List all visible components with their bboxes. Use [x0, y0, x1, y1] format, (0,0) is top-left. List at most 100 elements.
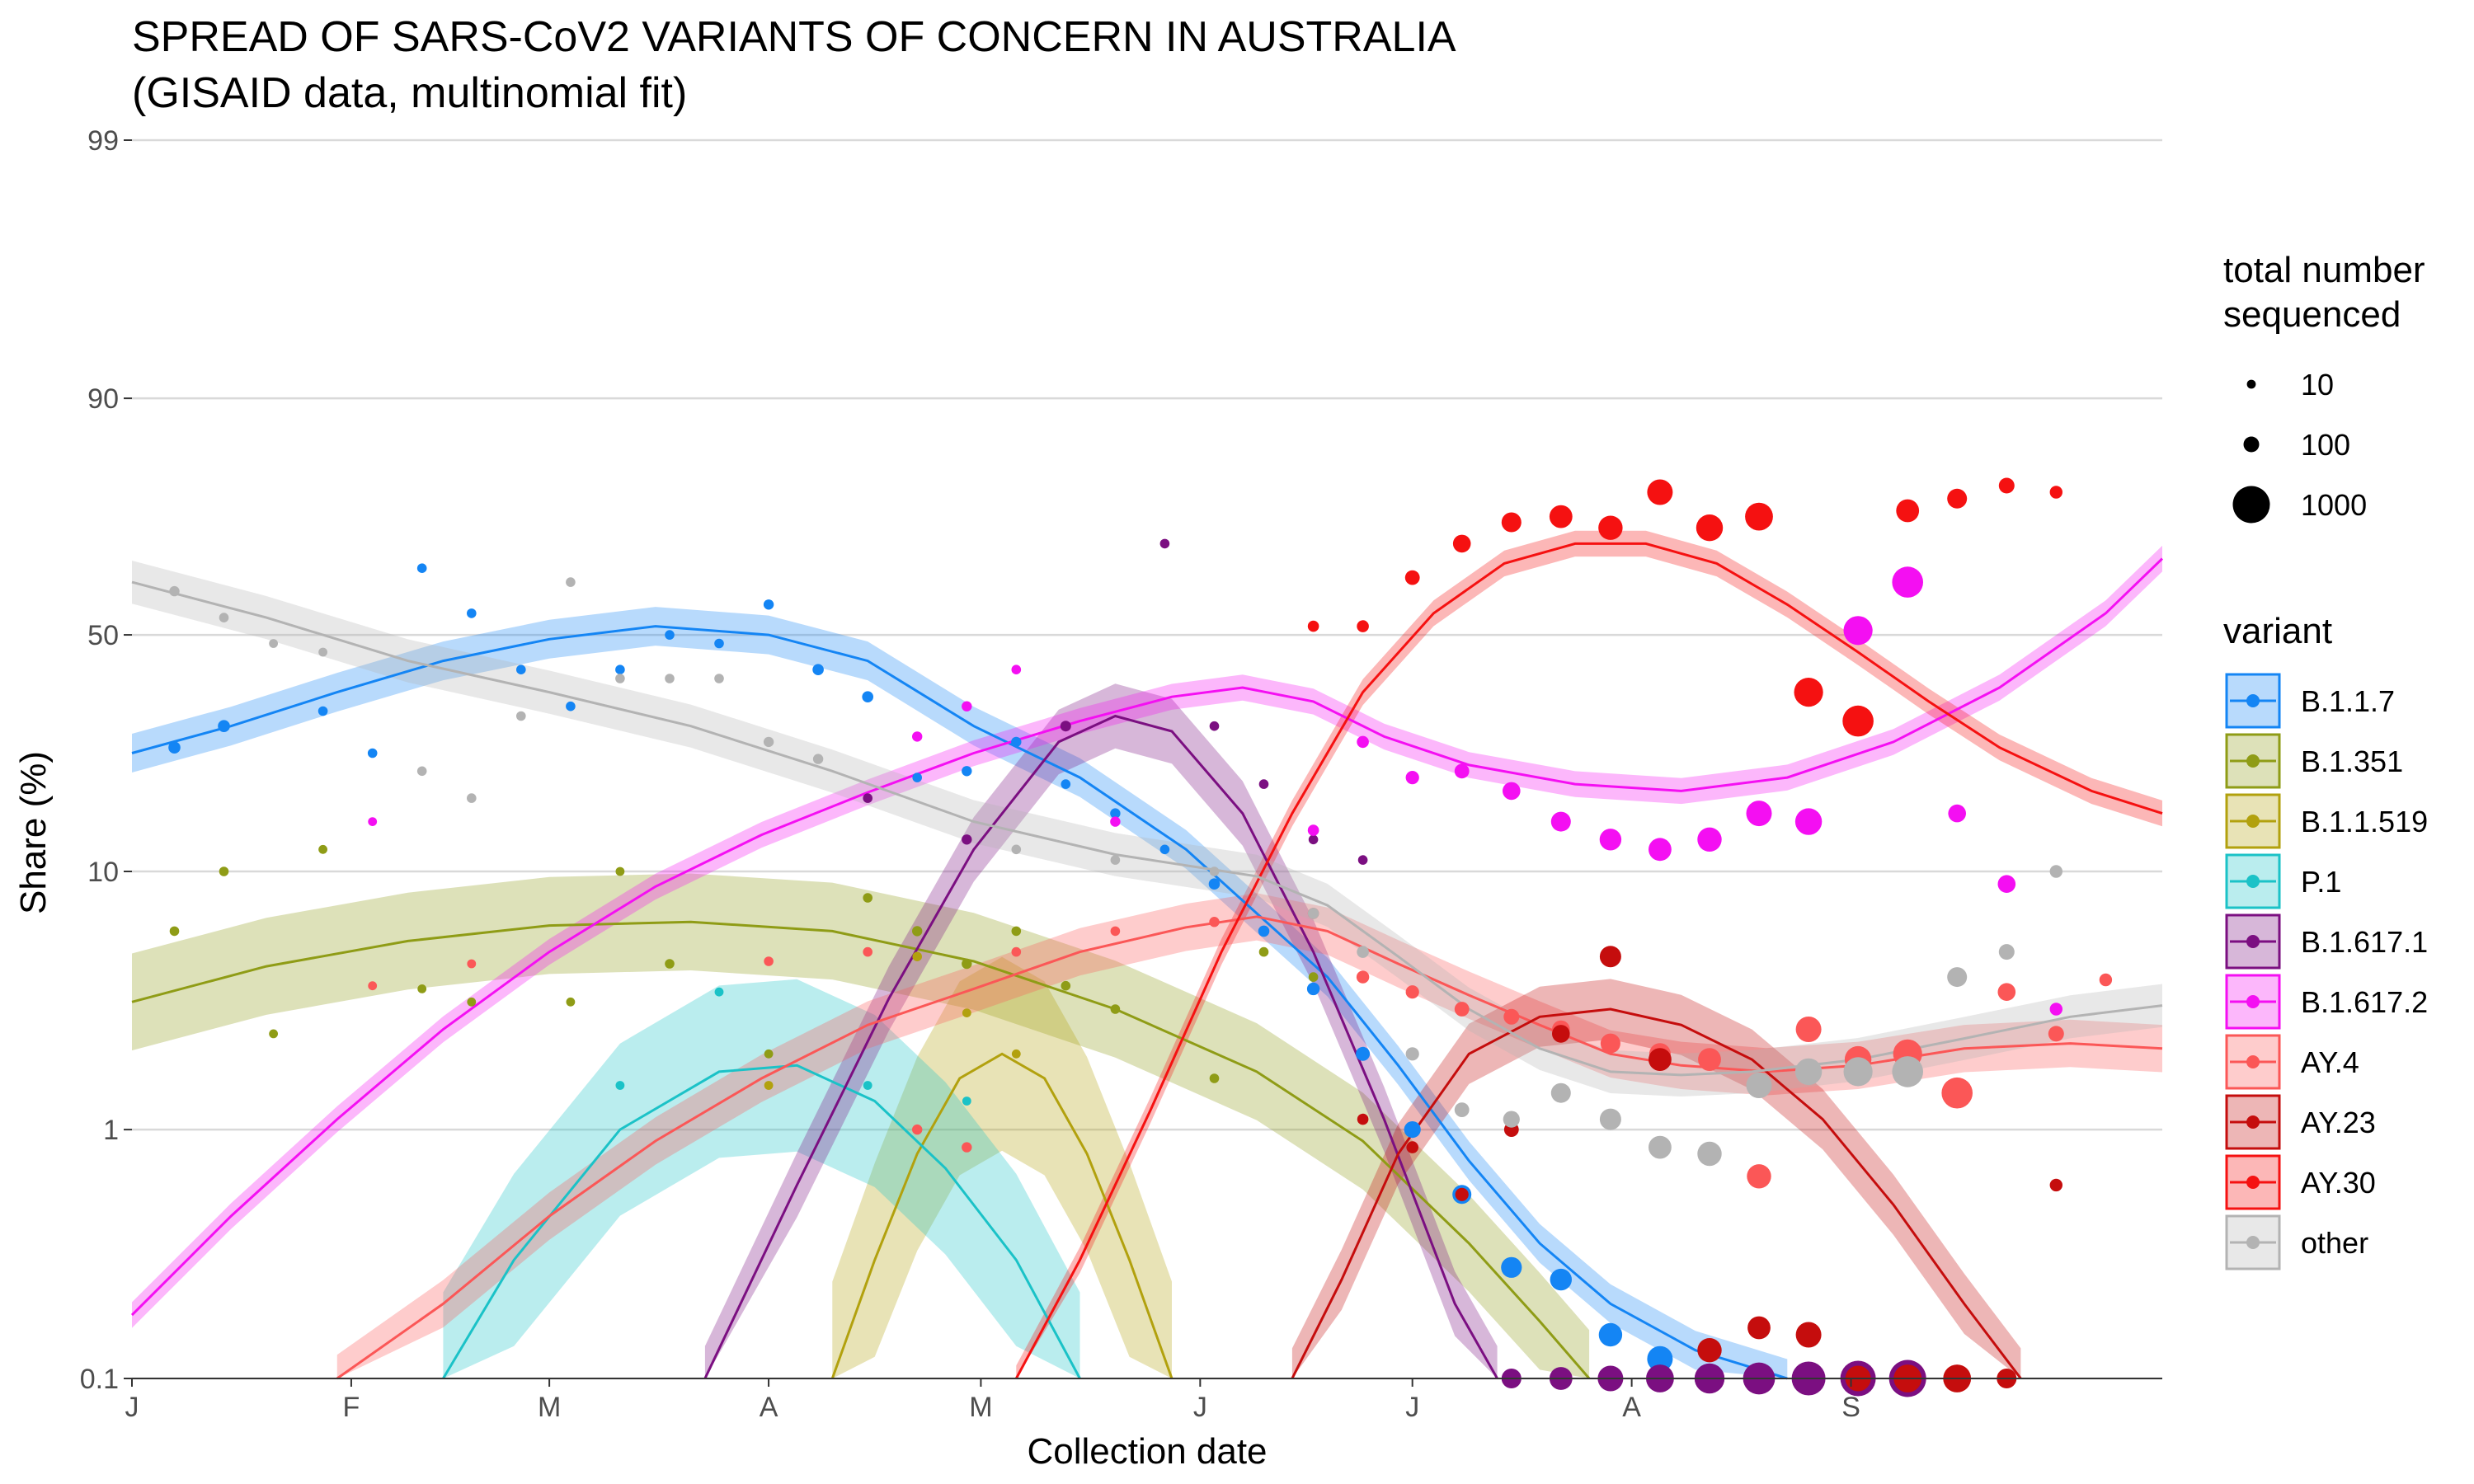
point-ay-30 — [1998, 477, 2015, 494]
point-other — [416, 766, 427, 777]
point-b-1-351 — [1258, 946, 1269, 957]
legend-label-b-1-351: B.1.351 — [2301, 744, 2403, 778]
fit-line-other — [131, 580, 2163, 1077]
point-b-1-1-519 — [962, 1008, 971, 1017]
x-tick-label: S — [1841, 1392, 1860, 1423]
point-b-1-1-7 — [665, 630, 675, 640]
point-b-1-1-7 — [317, 706, 328, 716]
point-b-1-1-7 — [516, 665, 526, 674]
point-b-1-1-7 — [1647, 1345, 1673, 1372]
point-ay-23 — [1697, 1338, 1722, 1363]
point-b-1-1-7 — [467, 608, 477, 618]
point-b-1-1-7 — [566, 701, 576, 711]
point-ay-23 — [2049, 1178, 2062, 1192]
point-b-1-351 — [962, 958, 972, 970]
confidence-bands — [132, 530, 2162, 1379]
point-ay-23 — [1795, 1322, 1822, 1348]
ci-band-other — [132, 561, 2162, 1097]
point-p-1 — [714, 987, 724, 997]
y-tick-label: 0.1 — [80, 1364, 119, 1395]
point-ay-23 — [1599, 946, 1621, 968]
point-ay-30 — [1647, 479, 1673, 505]
point-b-1-617-2 — [1697, 827, 1722, 852]
point-other — [516, 711, 526, 721]
point-b-1-617-1 — [1308, 834, 1319, 845]
point-ay-30 — [1794, 678, 1823, 707]
point-other — [1998, 944, 2015, 960]
point-other — [1599, 1108, 1621, 1130]
point-ay-4 — [368, 981, 378, 991]
point-b-1-351 — [1110, 1004, 1121, 1014]
point-b-1-617-2 — [1843, 616, 1873, 646]
point-b-1-351 — [169, 926, 180, 937]
y-tick-label: 10 — [87, 857, 119, 888]
point-ay-23 — [1357, 1113, 1369, 1125]
point-ay-23 — [1649, 1048, 1672, 1071]
y-tick-label: 1 — [103, 1115, 119, 1146]
point-ay-4 — [1600, 1033, 1620, 1054]
point-ay-4 — [863, 946, 872, 957]
point-b-1-617-1 — [1060, 721, 1071, 732]
point-b-1-617-2 — [1746, 801, 1772, 827]
point-ay-4 — [1011, 946, 1022, 957]
point-other — [1357, 946, 1369, 958]
point-b-1-1-7 — [1404, 1121, 1421, 1139]
point-b-1-351 — [665, 959, 675, 969]
point-ay-23 — [1552, 1025, 1570, 1043]
size-legend-label: 100 — [2301, 428, 2350, 462]
legend-dot-b-1-1-7 — [2246, 694, 2260, 707]
legend-dot-b-1-351 — [2246, 754, 2260, 768]
point-b-1-1-7 — [912, 773, 922, 782]
point-other — [1307, 908, 1319, 919]
legend-label-p-1: P.1 — [2301, 865, 2341, 899]
point-b-1-617-1 — [962, 834, 972, 845]
point-b-1-617-2 — [1454, 763, 1470, 779]
point-other — [1110, 855, 1121, 865]
point-b-1-617-1 — [1209, 721, 1220, 731]
x-tick-label: J — [125, 1392, 139, 1423]
point-ay-30 — [1357, 620, 1369, 632]
point-b-1-1-519 — [912, 951, 922, 961]
point-ay-4 — [1698, 1048, 1721, 1071]
legend-label-ay-23: AY.23 — [2301, 1106, 2376, 1139]
point-ay-30 — [1745, 502, 1773, 531]
y-tick-label: 50 — [87, 620, 119, 651]
point-other — [467, 793, 477, 803]
legend-dot-b-1-617-1 — [2246, 935, 2260, 948]
point-other — [615, 674, 625, 683]
point-other — [1011, 844, 1022, 855]
point-other — [763, 736, 774, 748]
point-other — [1843, 1057, 1873, 1087]
point-b-1-617-1 — [1258, 779, 1269, 789]
point-other — [566, 577, 576, 587]
chart-subtitle: (GISAID data, multinomial fit) — [132, 69, 687, 117]
legend-dot-ay-23 — [2246, 1115, 2260, 1129]
point-b-1-1-7 — [1598, 1322, 1623, 1347]
y-tick-label: 99 — [87, 125, 119, 157]
point-ay-4 — [1356, 970, 1370, 984]
point-other — [1405, 1047, 1419, 1061]
point-b-1-617-2 — [1405, 771, 1419, 785]
point-ay-30 — [1404, 570, 1420, 585]
point-ay-4 — [1997, 983, 2016, 1001]
point-ay-30 — [1549, 505, 1573, 528]
legend-dot-other — [2246, 1236, 2260, 1249]
point-b-1-1-7 — [1550, 1268, 1573, 1291]
point-ay-23 — [1406, 1141, 1418, 1153]
point-b-1-617-2 — [1649, 838, 1672, 862]
point-b-1-1-7 — [862, 691, 873, 702]
point-ay-23 — [1455, 1187, 1469, 1201]
point-other — [665, 674, 675, 683]
point-b-1-1-7 — [1159, 844, 1170, 855]
variant-legend: variant B.1.1.7 B.1.351 B.1.1.519 P.1 B.1.617… — [2223, 611, 2428, 1270]
point-b-1-617-2 — [1357, 735, 1369, 749]
size-legend-dot — [2246, 379, 2256, 389]
point-p-1 — [863, 1081, 872, 1090]
point-b-1-351 — [1011, 926, 1022, 937]
point-b-1-617-2 — [1011, 665, 1022, 674]
point-b-1-617-2 — [1503, 782, 1521, 801]
size-legend-label: 10 — [2301, 368, 2334, 402]
point-b-1-617-2 — [1794, 808, 1823, 835]
point-ay-4 — [1454, 1002, 1470, 1017]
